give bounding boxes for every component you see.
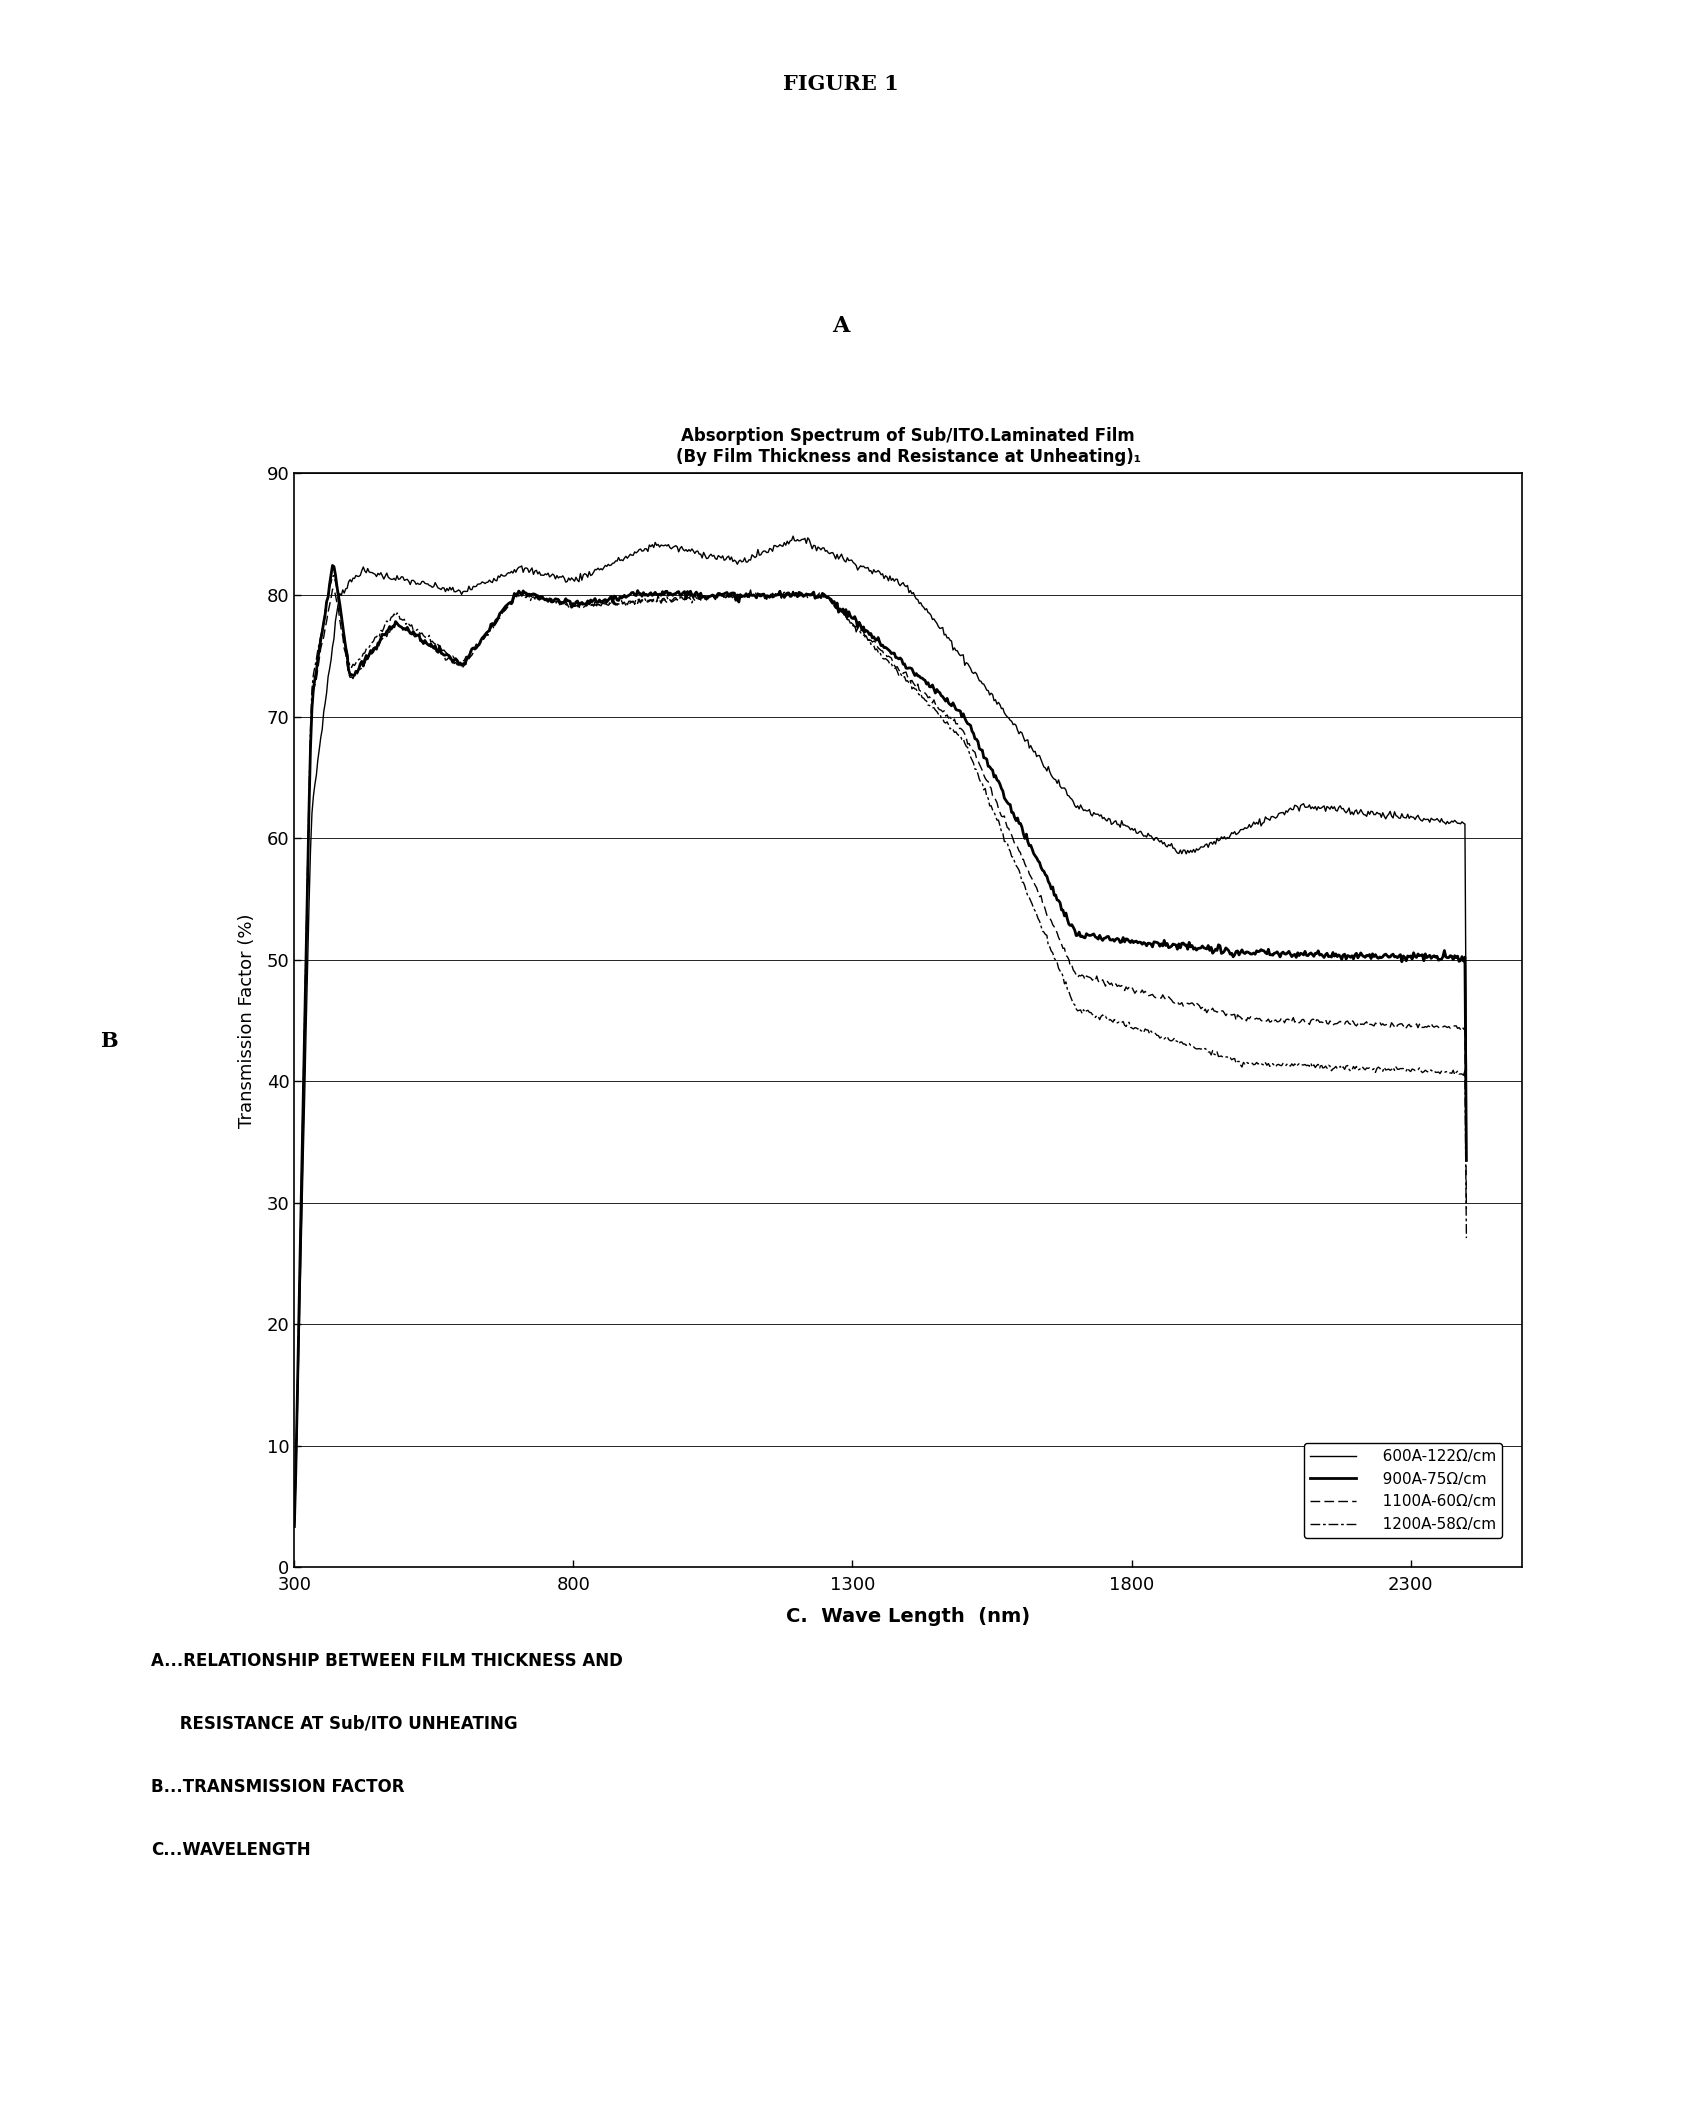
Title: Absorption Spectrum of Sub/ITO.Laminated Film
(By Film Thickness and Resistance : Absorption Spectrum of Sub/ITO.Laminated…: [676, 427, 1140, 467]
Text: RESISTANCE AT Sub/ITO UNHEATING: RESISTANCE AT Sub/ITO UNHEATING: [151, 1715, 518, 1734]
Text: B: B: [101, 1031, 118, 1052]
Y-axis label: Transmission Factor (%): Transmission Factor (%): [237, 913, 256, 1128]
Text: FIGURE 1: FIGURE 1: [784, 74, 898, 95]
Legend:    600A-122Ω/cm,    900A-75Ω/cm,    1100A-60Ω/cm,    1200A-58Ω/cm: 600A-122Ω/cm, 900A-75Ω/cm, 1100A-60Ω/cm,…: [1304, 1443, 1502, 1538]
Text: A: A: [833, 316, 849, 337]
Text: B...TRANSMISSION FACTOR: B...TRANSMISSION FACTOR: [151, 1778, 405, 1797]
Text: C...WAVELENGTH: C...WAVELENGTH: [151, 1841, 311, 1860]
Text: A...RELATIONSHIP BETWEEN FILM THICKNESS AND: A...RELATIONSHIP BETWEEN FILM THICKNESS …: [151, 1652, 624, 1671]
Text: C.  Wave Length  (nm): C. Wave Length (nm): [785, 1607, 1031, 1626]
